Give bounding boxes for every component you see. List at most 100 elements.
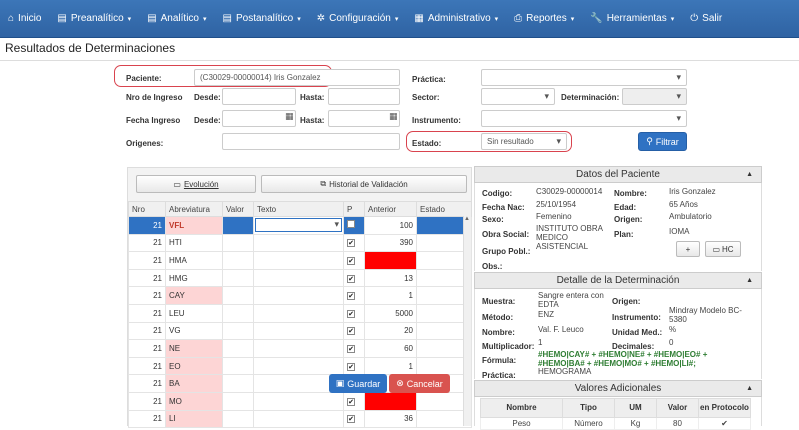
add-button[interactable]: + [676, 241, 700, 257]
table-row[interactable]: 21 MO ✔ [128, 391, 472, 411]
p-cell[interactable]: ✔ [343, 251, 365, 270]
calendar-icon[interactable]: ▦ [285, 111, 294, 121]
filtrar-button[interactable]: ⚲ Filtrar [638, 132, 687, 151]
p-cell[interactable]: ✔ [343, 268, 365, 288]
practica-select[interactable] [481, 69, 687, 86]
table-scrollbar[interactable] [463, 216, 471, 426]
checkbox[interactable]: ✔ [347, 344, 355, 353]
determinacion-panel-header[interactable]: Detalle de la Determinación ▲ [474, 272, 762, 289]
nav-item-5[interactable]: ▦ Administrativo ▾ [406, 0, 506, 38]
valor-cell[interactable] [222, 409, 254, 429]
instrumento-select[interactable] [481, 110, 687, 127]
collapse-icon[interactable]: ▲ [746, 277, 753, 284]
p-cell[interactable]: ✔ [343, 409, 365, 429]
valor-cell[interactable] [222, 251, 254, 270]
scroll-up-icon[interactable]: ▲ [464, 216, 470, 222]
nav-item-2[interactable]: ▤ Analítico ▾ [139, 0, 214, 38]
nav-item-1[interactable]: ▤ Preanalítico ▾ [49, 0, 139, 38]
checkbox[interactable]: ✔ [347, 274, 355, 283]
checkbox[interactable]: ✔ [347, 256, 355, 265]
column-header[interactable]: Abreviatura [165, 201, 223, 217]
checkbox[interactable]: ✔ [347, 362, 355, 371]
hc-button[interactable]: ▭ HC [705, 241, 741, 257]
table-row[interactable]: 21 LEU ✔ 5000 [128, 303, 472, 323]
texto-cell[interactable] [253, 268, 344, 288]
checkbox[interactable]: ✔ [347, 415, 355, 424]
nro-desde-input[interactable] [222, 88, 296, 105]
texto-select[interactable] [255, 218, 342, 233]
table-row[interactable]: 21 CAY ✔ 1 [128, 286, 472, 305]
table-row[interactable]: 21 HMG ✔ 13 [128, 268, 472, 288]
valor-cell[interactable] [222, 339, 254, 358]
texto-cell[interactable] [253, 251, 344, 270]
table-row[interactable]: 21 EO ✔ 1 [128, 356, 472, 376]
valor-cell[interactable] [222, 356, 254, 376]
checkbox[interactable]: ✔ [347, 397, 355, 406]
checkbox[interactable]: ✔ [347, 327, 355, 336]
column-header[interactable]: Estado [416, 201, 472, 217]
fecha-hasta-input[interactable] [328, 110, 400, 127]
texto-cell[interactable] [253, 321, 344, 341]
table-row[interactable]: 21 HTI ✔ 390 [128, 233, 472, 253]
valor-cell[interactable] [222, 391, 254, 411]
historial-button[interactable]: ⧉ Historial de Validación [261, 175, 467, 193]
table-row[interactable]: 21 VG ✔ 20 [128, 321, 472, 341]
fecha-desde-input[interactable] [222, 110, 296, 127]
texto-cell[interactable] [253, 216, 344, 235]
nav-item-0[interactable]: ⌂ Inicio [0, 0, 49, 38]
guardar-button[interactable]: ▣ Guardar [329, 374, 387, 393]
checkbox[interactable]: ✔ [347, 239, 355, 248]
texto-cell[interactable] [253, 233, 344, 253]
column-header[interactable]: Nro [128, 201, 166, 217]
estado-select[interactable]: Sin resultado [481, 133, 567, 150]
table-row[interactable]: 21 NE ✔ 60 [128, 339, 472, 358]
p-cell[interactable]: ✔ [343, 356, 365, 376]
cancelar-button[interactable]: ⊗ Cancelar [389, 374, 450, 393]
valor-cell[interactable] [222, 286, 254, 305]
column-header[interactable]: Valor [222, 201, 254, 217]
evolucion-button[interactable]: ▭ Evolución [136, 175, 256, 193]
valor-cell[interactable] [222, 233, 254, 253]
paciente-input[interactable]: (C30029-00000014) Iris Gonzalez [194, 69, 400, 86]
table-row[interactable]: 21 HMA ✔ [128, 251, 472, 270]
nav-item-7[interactable]: 🔧 Herramientas ▾ [582, 0, 682, 38]
texto-cell[interactable] [253, 356, 344, 376]
nav-item-4[interactable]: ✲ Configuración ▾ [309, 0, 407, 38]
collapse-icon[interactable]: ▲ [746, 385, 753, 392]
nro-hasta-input[interactable] [328, 88, 400, 105]
nav-item-6[interactable]: ⎙ Reportes ▾ [506, 0, 582, 38]
texto-cell[interactable] [253, 286, 344, 305]
collapse-icon[interactable]: ▲ [746, 171, 753, 178]
origenes-input[interactable] [222, 133, 400, 150]
valor-cell[interactable] [222, 303, 254, 323]
p-cell[interactable]: ✔ [343, 391, 365, 411]
valor-cell[interactable] [222, 321, 254, 341]
valor-cell[interactable] [222, 216, 254, 235]
checkbox[interactable]: ✔ [347, 292, 355, 301]
valor-cell[interactable] [222, 374, 254, 393]
valor-cell[interactable] [222, 268, 254, 288]
adicionales-panel-header[interactable]: Valores Adicionales ▲ [474, 380, 762, 397]
checkbox[interactable] [347, 220, 355, 229]
paciente-panel-header[interactable]: Datos del Paciente ▲ [474, 166, 762, 183]
column-header[interactable]: Anterior [364, 201, 417, 217]
checkbox[interactable]: ✔ [347, 309, 355, 318]
p-cell[interactable]: ✔ [343, 286, 365, 305]
nav-item-8[interactable]: ⏻ Salir [682, 0, 730, 38]
nav-item-3[interactable]: ▤ Postanalítico ▾ [215, 0, 309, 38]
column-header[interactable]: Texto [253, 201, 344, 217]
texto-cell[interactable] [253, 391, 344, 411]
p-cell[interactable] [343, 216, 365, 235]
determinacion-select[interactable] [622, 88, 687, 105]
p-cell[interactable]: ✔ [343, 303, 365, 323]
p-cell[interactable]: ✔ [343, 321, 365, 341]
texto-cell[interactable] [253, 303, 344, 323]
sector-select[interactable] [481, 88, 555, 105]
p-cell[interactable]: ✔ [343, 339, 365, 358]
table-row[interactable]: Peso Número Kg 80 ✔ [480, 417, 751, 430]
texto-cell[interactable] [253, 409, 344, 429]
table-row[interactable]: 21 LI ✔ 36 [128, 409, 472, 429]
calendar-icon[interactable]: ▦ [389, 111, 398, 121]
texto-cell[interactable] [253, 339, 344, 358]
